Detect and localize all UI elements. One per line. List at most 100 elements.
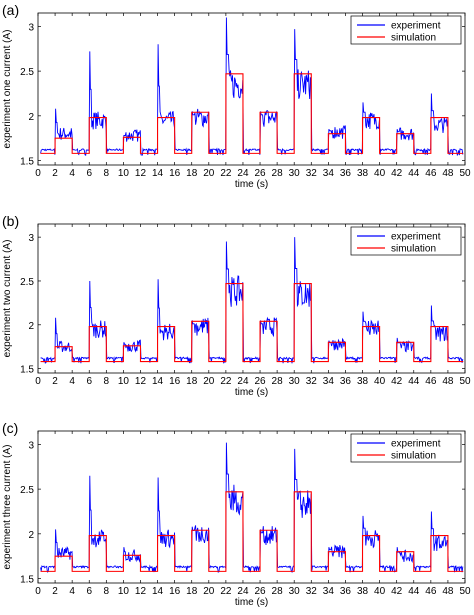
plot-area-frame bbox=[37, 12, 466, 166]
x-tick-label: 28 bbox=[272, 376, 284, 387]
x-tick-label: 28 bbox=[272, 586, 284, 597]
legend-label-simulation: simulation bbox=[391, 451, 436, 462]
x-tick-label: 22 bbox=[220, 168, 232, 179]
x-tick-label: 6 bbox=[86, 376, 92, 387]
x-tick-label: 10 bbox=[118, 168, 130, 179]
x-tick-label: 34 bbox=[323, 376, 335, 387]
x-tick-label: 10 bbox=[118, 586, 130, 597]
x-tick-label: 46 bbox=[425, 376, 437, 387]
x-tick-label: 26 bbox=[254, 586, 266, 597]
x-tick-label: 46 bbox=[425, 586, 437, 597]
x-tick-label: 6 bbox=[86, 168, 92, 179]
y-tick-label: 2 bbox=[28, 321, 34, 332]
x-tick-label: 50 bbox=[459, 376, 471, 387]
x-tick-label: 8 bbox=[104, 376, 110, 387]
x-tick-label: 20 bbox=[203, 586, 215, 597]
x-tick-label: 10 bbox=[118, 376, 130, 387]
y-tick-label: 3 bbox=[28, 233, 34, 244]
chart-panel: (b)0 2 4 6 8 10 12 14 16 18 20 22 24 26 28 30 32 34 36 38 40… bbox=[2, 213, 471, 398]
experiment-series-line bbox=[40, 17, 464, 157]
x-tick-label: 8 bbox=[104, 586, 110, 597]
x-tick-label: 24 bbox=[237, 168, 249, 179]
x-tick-label: 48 bbox=[442, 376, 454, 387]
x-tick-label: 38 bbox=[357, 168, 369, 179]
x-tick-label: 36 bbox=[340, 168, 352, 179]
x-tick-label: 12 bbox=[135, 376, 147, 387]
y-tick-label: 2 bbox=[28, 530, 34, 541]
x-tick-label: 40 bbox=[374, 168, 386, 179]
x-tick-label: 48 bbox=[442, 168, 454, 179]
x-tick-label: 46 bbox=[425, 168, 437, 179]
x-tick-label: 4 bbox=[69, 586, 75, 597]
x-tick-label: 44 bbox=[408, 586, 420, 597]
x-tick-label: 22 bbox=[220, 586, 232, 597]
y-tick-label: 3 bbox=[28, 440, 34, 451]
x-tick-label: 42 bbox=[391, 586, 403, 597]
y-axis-label: experiment two current (A) bbox=[2, 240, 13, 358]
x-tick-label: 0 bbox=[35, 376, 41, 387]
x-tick-label: 26 bbox=[254, 168, 266, 179]
x-tick-label: 44 bbox=[408, 376, 420, 387]
panel-label: (c) bbox=[2, 420, 18, 436]
panel-label: (b) bbox=[2, 213, 19, 229]
x-tick-label: 2 bbox=[52, 168, 58, 179]
x-tick-label: 32 bbox=[306, 376, 318, 387]
legend-box bbox=[350, 15, 462, 45]
legend-box bbox=[350, 226, 462, 256]
x-tick-label: 38 bbox=[357, 376, 369, 387]
x-tick-label: 16 bbox=[169, 168, 181, 179]
legend-label-experiment: experiment bbox=[391, 439, 441, 450]
x-tick-label: 24 bbox=[237, 376, 249, 387]
x-tick-label: 0 bbox=[35, 168, 41, 179]
x-tick-label: 34 bbox=[323, 168, 335, 179]
x-tick-label: 4 bbox=[69, 376, 75, 387]
y-tick-label: 2 bbox=[28, 112, 34, 123]
x-tick-label: 30 bbox=[289, 586, 301, 597]
x-tick-label: 36 bbox=[340, 586, 352, 597]
x-tick-label: 38 bbox=[357, 586, 369, 597]
x-tick-label: 16 bbox=[169, 376, 181, 387]
x-tick-label: 20 bbox=[203, 376, 215, 387]
legend-box bbox=[350, 433, 462, 463]
y-axis-label: experiment one current (A) bbox=[2, 30, 13, 149]
y-tick-label: 3 bbox=[28, 22, 34, 33]
x-tick-label: 36 bbox=[340, 376, 352, 387]
x-tick-label: 0 bbox=[35, 586, 41, 597]
x-tick-label: 50 bbox=[459, 168, 471, 179]
plot-area-frame bbox=[37, 223, 466, 374]
chart-panel: (a)0 2 4 6 8 10 12 14 16 18 20 22 24 26 28 30 32 34 36 38 40… bbox=[2, 2, 471, 190]
simulation-series-line bbox=[40, 73, 464, 154]
x-tick-label: 24 bbox=[237, 586, 249, 597]
x-tick-label: 4 bbox=[69, 168, 75, 179]
x-tick-label: 42 bbox=[391, 168, 403, 179]
plot-area-frame bbox=[37, 430, 466, 584]
x-tick-label: 40 bbox=[374, 376, 386, 387]
y-tick-label: 2.5 bbox=[20, 67, 34, 78]
y-tick-label: 2.5 bbox=[20, 277, 34, 288]
legend-label-simulation: simulation bbox=[391, 33, 436, 44]
x-tick-label: 40 bbox=[374, 586, 386, 597]
x-tick-label: 42 bbox=[391, 376, 403, 387]
x-axis-label: time (s) bbox=[235, 179, 268, 190]
panel-label: (a) bbox=[2, 2, 19, 18]
y-tick-label: 1.5 bbox=[20, 575, 34, 586]
x-tick-label: 18 bbox=[186, 586, 198, 597]
x-tick-label: 22 bbox=[220, 376, 232, 387]
legend-label-simulation: simulation bbox=[391, 244, 436, 255]
x-tick-label: 30 bbox=[289, 376, 301, 387]
legend-label-experiment: experiment bbox=[391, 21, 441, 32]
x-tick-label: 30 bbox=[289, 168, 301, 179]
simulation-series-line bbox=[40, 491, 464, 572]
x-tick-label: 50 bbox=[459, 586, 471, 597]
y-tick-label: 1.5 bbox=[20, 365, 34, 376]
x-tick-label: 18 bbox=[186, 168, 198, 179]
x-tick-label: 32 bbox=[306, 586, 318, 597]
x-tick-label: 34 bbox=[323, 586, 335, 597]
x-tick-label: 8 bbox=[104, 168, 110, 179]
experiment-series-line bbox=[40, 237, 464, 364]
x-tick-label: 2 bbox=[52, 586, 58, 597]
x-axis-label: time (s) bbox=[235, 387, 268, 398]
